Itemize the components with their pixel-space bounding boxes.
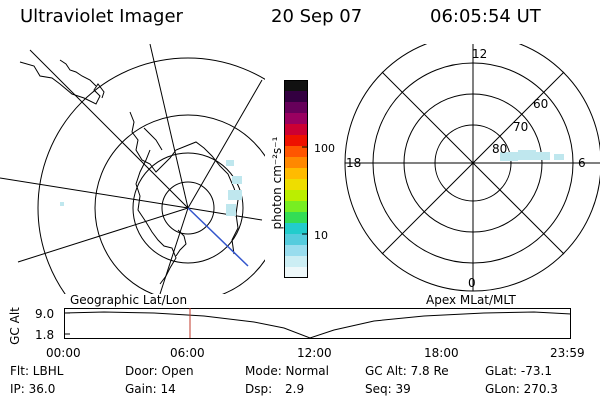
- gc-alt-value: GC Alt: 7.8 Re: [365, 364, 449, 378]
- colorbar-segment: [284, 256, 308, 268]
- sequence-value: Seq: 39: [365, 382, 411, 396]
- colorbar-segment: [284, 190, 308, 202]
- coastline: [175, 229, 187, 257]
- mlt-label-12: 12: [472, 47, 488, 61]
- meridian-line: [159, 207, 189, 294]
- lat-circle: [37, 57, 265, 294]
- magnetic-polar-plot: [344, 44, 600, 292]
- glon-value: GLon: 270.3: [485, 382, 558, 396]
- colorbar-segment: [284, 146, 308, 158]
- colorbar-segment: [284, 113, 308, 125]
- geographic-map: [0, 44, 265, 294]
- meridian-line: [149, 44, 189, 209]
- colorbar-unit-label: photon cm⁻²s⁻¹: [270, 136, 284, 230]
- ip-value: IP: 36.0: [10, 382, 56, 396]
- coastline: [19, 61, 105, 105]
- y-tick-label: 9.0: [35, 307, 55, 321]
- geographic-label: Geographic Lat/Lon: [70, 293, 188, 307]
- colorbar-segment: [284, 201, 308, 213]
- altitude-timeline: [64, 308, 572, 339]
- instrument-title: Ultraviolet Imager: [20, 6, 183, 27]
- colorbar-tick-label: 100: [314, 142, 335, 155]
- colorbar-segment: [284, 245, 308, 257]
- mode-value: Mode: Normal: [245, 364, 329, 378]
- mlt-label-6: 6: [578, 156, 586, 170]
- mlat-label-70: 70: [513, 120, 529, 134]
- lat-circle: [94, 114, 265, 294]
- colorbar-segment: [284, 267, 308, 278]
- coastline: [59, 59, 97, 87]
- x-tick-label: 18:00: [424, 346, 459, 360]
- coastline: [135, 149, 177, 285]
- mlat-label-80: 80: [492, 142, 508, 156]
- colorbar-border: [284, 80, 308, 278]
- x-tick-label: 06:00: [170, 346, 205, 360]
- mlt-label-18: 18: [346, 156, 362, 170]
- colorbar-segment: [284, 102, 308, 114]
- gc-alt-axis-label: GC Alt: [8, 307, 22, 345]
- aurora-emission: [60, 160, 242, 216]
- colorbar-segment: [284, 223, 308, 235]
- colorbar-segment: [284, 168, 308, 180]
- meridian-line: [29, 49, 189, 209]
- meridian-line: [187, 79, 263, 209]
- y-tick-label: 1.8: [35, 328, 55, 342]
- color-scale-bar: [284, 80, 308, 278]
- meridian-line: [17, 207, 189, 263]
- trajectory-line: [187, 207, 249, 267]
- glat-value: GLat: -73.1: [485, 364, 552, 378]
- dsp-label: Dsp:: [245, 382, 273, 396]
- meridian-line: [187, 207, 263, 221]
- colorbar-segment: [284, 234, 308, 246]
- colorbar-segment: [284, 212, 308, 224]
- colorbar-segment: [284, 179, 308, 191]
- colorbar-segment: [284, 91, 308, 103]
- gain-value: Gain: 14: [125, 382, 176, 396]
- mlat-label-60: 60: [533, 97, 549, 111]
- apex-label: Apex MLat/MLT: [426, 293, 516, 307]
- dsp-value: 2.9: [285, 382, 305, 396]
- altitude-curve: [64, 311, 572, 339]
- colorbar-segment: [284, 157, 308, 169]
- colorbar-segment: [284, 124, 308, 136]
- x-tick-label: 00:00: [46, 346, 81, 360]
- lat-circle: [132, 152, 244, 264]
- meridian-line: [0, 177, 189, 209]
- date-label: 20 Sep 07: [271, 6, 363, 27]
- coastline: [143, 127, 163, 151]
- mlt-diagonal: [381, 71, 565, 255]
- filter-value: Flt: LBHL: [10, 364, 64, 378]
- colorbar-segment: [284, 80, 308, 92]
- lat-circle: [161, 181, 215, 235]
- colorbar-tick-label: 10: [314, 229, 328, 242]
- colorbar-segment: [284, 135, 308, 147]
- door-value: Door: Open: [125, 364, 194, 378]
- x-tick-label: 23:59: [550, 346, 585, 360]
- aurora-emission: [500, 150, 564, 161]
- x-tick-label: 12:00: [297, 346, 332, 360]
- coastline: [129, 111, 239, 255]
- mlt-label-0: 0: [468, 276, 476, 290]
- time-label: 06:05:54 UT: [430, 6, 541, 27]
